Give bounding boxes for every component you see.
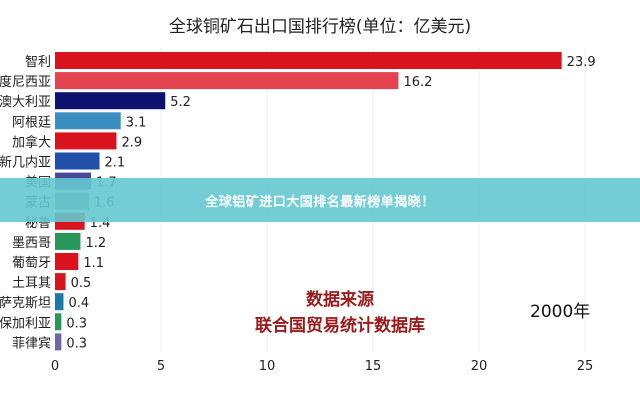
bar: [55, 92, 166, 110]
value-label: 23.9: [567, 55, 596, 70]
bar: [55, 293, 64, 311]
year-label: 2000年: [530, 302, 591, 322]
bar: [55, 112, 121, 130]
category-label: 墨西哥: [12, 236, 51, 251]
source-text: 联合国贸易统计数据库: [255, 316, 425, 336]
bar: [55, 273, 66, 291]
value-label: 5.2: [170, 95, 191, 110]
value-label: 0.3: [66, 336, 87, 351]
source-note: 数据来源 联合国贸易统计数据库: [200, 287, 480, 339]
bar: [55, 152, 100, 170]
x-tick-label: 5: [157, 359, 165, 374]
bar: [55, 253, 79, 270]
value-label: 3.1: [126, 115, 147, 130]
bar: [55, 52, 562, 69]
value-label: 2.9: [121, 135, 142, 150]
x-tick-label: 10: [259, 359, 276, 374]
category-label: 葡萄牙: [12, 256, 51, 271]
bar: [55, 132, 117, 150]
value-label: 1.2: [85, 236, 106, 251]
category-label: 阿根廷: [12, 115, 51, 130]
bar: [55, 232, 81, 250]
x-tick-label: 15: [365, 359, 382, 374]
category-label: 保加利亚: [0, 316, 51, 331]
value-label: 0.4: [68, 296, 89, 311]
category-label: 巴布亚新几内亚: [0, 155, 51, 171]
x-tick-label: 25: [577, 359, 594, 374]
value-label: 1.1: [83, 256, 104, 271]
value-label: 16.2: [403, 75, 432, 90]
category-label: 加拿大: [12, 134, 51, 150]
bar: [55, 333, 62, 351]
headline-banner[interactable]: 全球铝矿进口大国排名最新榜单揭晓！: [0, 178, 640, 222]
category-label: 菲律宾: [12, 335, 51, 351]
banner-text: 全球铝矿进口大国排名最新榜单揭晓！: [205, 194, 435, 210]
category-label: 印度尼西亚: [0, 74, 51, 90]
value-label: 0.3: [66, 316, 87, 331]
x-tick-label: 0: [51, 359, 59, 374]
value-label: 0.5: [71, 276, 92, 291]
category-label: 土耳其: [12, 276, 51, 291]
bar: [55, 72, 399, 90]
source-title: 数据来源: [306, 290, 374, 310]
category-label: 智利: [25, 55, 51, 70]
bar: [55, 313, 62, 331]
value-label: 2.1: [105, 156, 126, 171]
category-label: 哈萨克斯坦: [0, 296, 51, 311]
chart-title: 全球铜矿石出口国排行榜(单位：亿美元): [168, 17, 472, 37]
x-tick-label: 20: [471, 359, 488, 374]
category-label: 澳大利亚: [0, 94, 51, 110]
